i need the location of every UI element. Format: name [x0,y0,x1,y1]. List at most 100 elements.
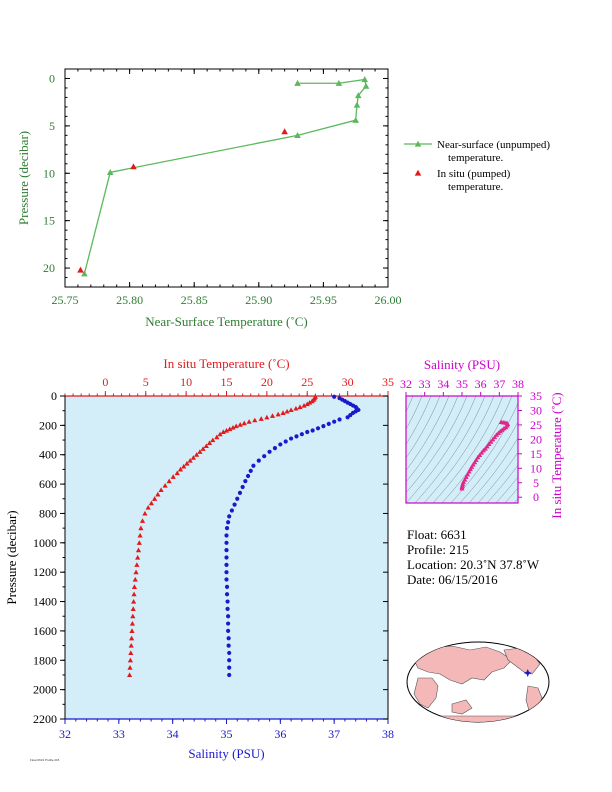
salinity-point [245,473,251,479]
ts-point [460,479,466,484]
ts-point [469,464,475,469]
salinity-point [251,463,256,468]
salinity-point [226,621,231,626]
legend-label: temperature. [448,181,504,193]
near-surface-point [352,116,359,123]
near-surface-point [335,79,343,86]
temperature-point [280,410,286,415]
temperature-point [284,408,290,414]
y-tick-label: 10 [43,166,55,180]
temperature-point [258,416,264,421]
temperature-point [148,500,155,506]
float-location-marker [523,668,532,677]
temperature-point [129,628,135,633]
temperature-point [139,518,146,523]
salinity-tick-label: 34 [167,727,179,741]
ts-point [479,450,485,455]
density-contour [406,396,477,503]
density-contour [406,396,468,494]
temperature-point [223,427,230,433]
density-contour [406,396,441,459]
pressure-tick-label: 2200 [33,712,57,726]
temperature-point [162,482,168,488]
temperature-point [288,407,294,413]
ts-salinity-tick-label: 33 [419,377,431,391]
salinity-point [227,672,232,678]
salinity-point [326,421,331,426]
y-axis-title: Pressure (decibar) [16,131,31,225]
profile-number: Profile: 215 [407,542,469,557]
ts-temp-tick-label: 5 [533,476,539,490]
salinity-point [262,454,267,459]
y-tick-label: 20 [43,261,55,275]
temp-tick-label: 30 [342,375,354,389]
x-tick-label: 25.80 [116,293,143,307]
ts-point [462,477,468,482]
salinity-point [227,658,232,663]
near-surface-point [81,270,88,277]
temperature-point [293,405,299,411]
ts-salinity-tick-label: 38 [512,377,524,391]
salinity-point [224,533,229,538]
salinity-point [305,429,310,435]
footer-note: Float 6631 Profile 215 [30,758,60,762]
temperature-point [135,554,141,560]
ts-salinity-tick-label: 34 [437,377,449,391]
ts-point [475,454,481,460]
ts-point [482,446,488,451]
salinity-point [224,540,229,545]
ts-point [472,459,478,465]
density-contour [406,396,450,471]
pressure-axis-title: Pressure (decibar) [4,510,19,604]
temperature-salinity-pressure-chart: 0 5 10 15 20 25 30 35 In situ Temperature (˚C) 32… [4,356,394,761]
temperature-point [214,434,220,440]
ts-salinity-title: Salinity (PSU) [424,357,500,372]
profile-date: Date: 06/15/2016 [407,572,498,587]
density-contour [406,396,423,430]
legend-label: temperature. [448,152,504,164]
temperature-point [206,440,213,446]
temperature-point [200,446,206,451]
ts-temp-tick-label: 20 [530,432,542,446]
temperature-point [210,437,216,443]
temperature-point [301,402,307,408]
temperature-point [194,452,200,457]
salinity-point [235,496,240,501]
salinity-point [240,484,245,490]
legend-label: In situ (pumped) [437,168,511,180]
temperature-point [269,413,276,418]
x-tick-label: 25.95 [310,293,337,307]
temperature-point [190,455,196,460]
temperature-point [131,598,137,604]
temperature-point [128,650,134,656]
near-surface-point [362,82,370,89]
density-contour [432,396,504,503]
pressure-tick-label: 1600 [33,624,57,638]
near-surface-point [361,76,369,83]
pressure-tick-label: 0 [51,389,57,403]
temperature-point [142,510,148,516]
temperature-point [170,474,176,479]
pressure-tick-label: 200 [39,418,57,432]
plot-frame [64,68,389,288]
salinity-point [272,446,278,451]
salinity-point [226,636,231,641]
salinity-point [267,449,272,454]
salinity-tick-label: 38 [382,727,394,741]
temperature-point [217,431,223,437]
salinity-point [226,520,231,525]
temperature-point [246,419,252,424]
temperature-point [133,569,139,575]
temperature-point [158,487,164,493]
ts-point [484,443,490,449]
y-tick-label: 15 [43,214,55,228]
temperature-point [127,665,133,670]
temperature-point [297,404,303,410]
temperature-point [275,411,281,417]
ts-temp-tick-label: 0 [533,490,539,504]
temperature-point [181,463,187,469]
temperature-point [237,422,243,427]
salinity-point [224,570,229,575]
density-contour [468,437,518,503]
salinity-point [337,417,342,422]
